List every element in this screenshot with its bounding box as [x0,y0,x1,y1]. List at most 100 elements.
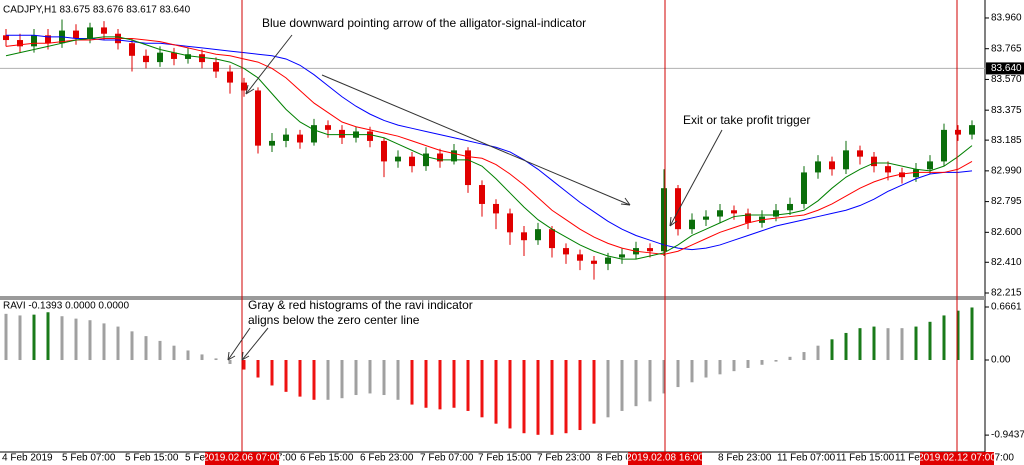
marker-label: 2019.02.08 16:00 [626,453,704,464]
y-tick-label: -0.9437 [991,430,1024,441]
candle-body [647,248,653,252]
x-tick-label: 11 Feb 15:00 [836,453,895,464]
histogram-bar [872,326,876,361]
alligator-line [5,36,973,260]
histogram-bar [620,360,624,411]
candle-body [815,161,821,173]
candle-body [101,27,107,34]
annotation: Blue downward pointing arrow of the alli… [262,16,586,30]
histogram-bar [844,332,848,361]
candle-body [255,90,261,146]
arrow [669,129,723,227]
candle-body [843,150,849,170]
histogram-bar [564,360,568,434]
candle-body [45,35,51,44]
y-tick-label: 83.960 [991,13,1022,24]
histogram-bar [718,360,722,375]
histogram-bar [256,360,260,378]
y-tick-label: 82.795 [991,196,1022,207]
histogram-bar [74,318,78,361]
x-tick-label: 6 Feb 23:00 [360,453,414,464]
arrow [241,327,269,361]
histogram-bar [550,360,554,435]
histogram-bar [522,360,526,434]
histogram-bar [200,354,204,361]
histogram-bar [732,360,736,372]
candle-body [73,30,79,39]
x-tick-label: 7 Feb 23:00 [537,453,591,464]
candle-body [745,213,751,223]
x-tick-label: 4 Feb 2019 [2,453,53,464]
y-tick-label: 83.570 [991,74,1022,85]
histogram-bar [592,360,596,424]
candle-body [129,43,135,56]
candle-body [311,125,317,143]
x-tick-label: 6 Feb 15:00 [300,453,354,464]
indicator-title: RAVI -0.1393 0.0000 0.0000 [3,301,129,312]
candle-body [521,232,527,241]
candle-body [437,153,443,162]
marker-label-box [628,452,702,465]
y-tick-label: 83.375 [991,105,1022,116]
arrow-head [241,351,250,361]
histogram-bar [648,360,652,402]
histogram-bar [88,320,92,361]
candle-body [409,156,415,167]
candle-body [731,210,737,214]
candle-body [185,54,191,59]
histogram-bar [18,315,22,361]
candle-body [381,140,387,162]
histogram-bar [956,310,960,361]
y-tick-label: 82.410 [991,257,1022,268]
candle-body [717,210,723,217]
candle-body [535,229,541,241]
histogram-bar [508,360,512,429]
candle-body [269,140,275,146]
x-tick-label: 8 Feb 07:00 [597,453,651,464]
candle-body [325,125,331,130]
candle-body [3,35,9,41]
candle-body [31,35,37,47]
candle-body [703,216,709,220]
annotation: aligns below the zero center line [248,313,420,327]
marker-label-box [205,452,279,465]
candle-body [969,125,975,135]
x-tick-label: 5 Feb 07:00 [62,453,116,464]
candle-body [563,248,569,255]
candle-body [927,161,933,170]
histogram-bar [606,360,610,418]
candle-body [143,55,149,63]
histogram-bar [452,360,456,408]
candle-body [605,257,611,264]
histogram-bar [326,360,330,400]
candle-body [549,229,555,249]
histogram-bar [424,360,428,408]
histogram-bar [368,360,372,394]
histogram-bar [970,307,974,361]
histogram-bar [438,360,442,410]
histogram-bar [298,360,302,397]
candle-body [241,82,247,91]
histogram-bar [494,360,498,424]
histogram-bar [746,360,750,368]
panel-separator [0,296,985,300]
candle-body [423,153,429,167]
arrow-head [669,216,678,227]
histogram-bar [242,360,246,370]
marker-label: 2019.02.12 07:00 [918,453,996,464]
current-price-label: 83.640 [991,63,1022,74]
candle-body [87,27,93,39]
candle-body [955,129,961,135]
histogram-bar [480,360,484,418]
candle-body [829,161,835,170]
candle-body [857,150,863,157]
arrow [245,34,293,95]
candle-body [507,213,513,233]
histogram-bar [816,345,820,361]
candle-body [661,188,667,252]
histogram-bar [830,339,834,361]
histogram-bar [130,331,134,361]
histogram-bar [228,360,232,364]
